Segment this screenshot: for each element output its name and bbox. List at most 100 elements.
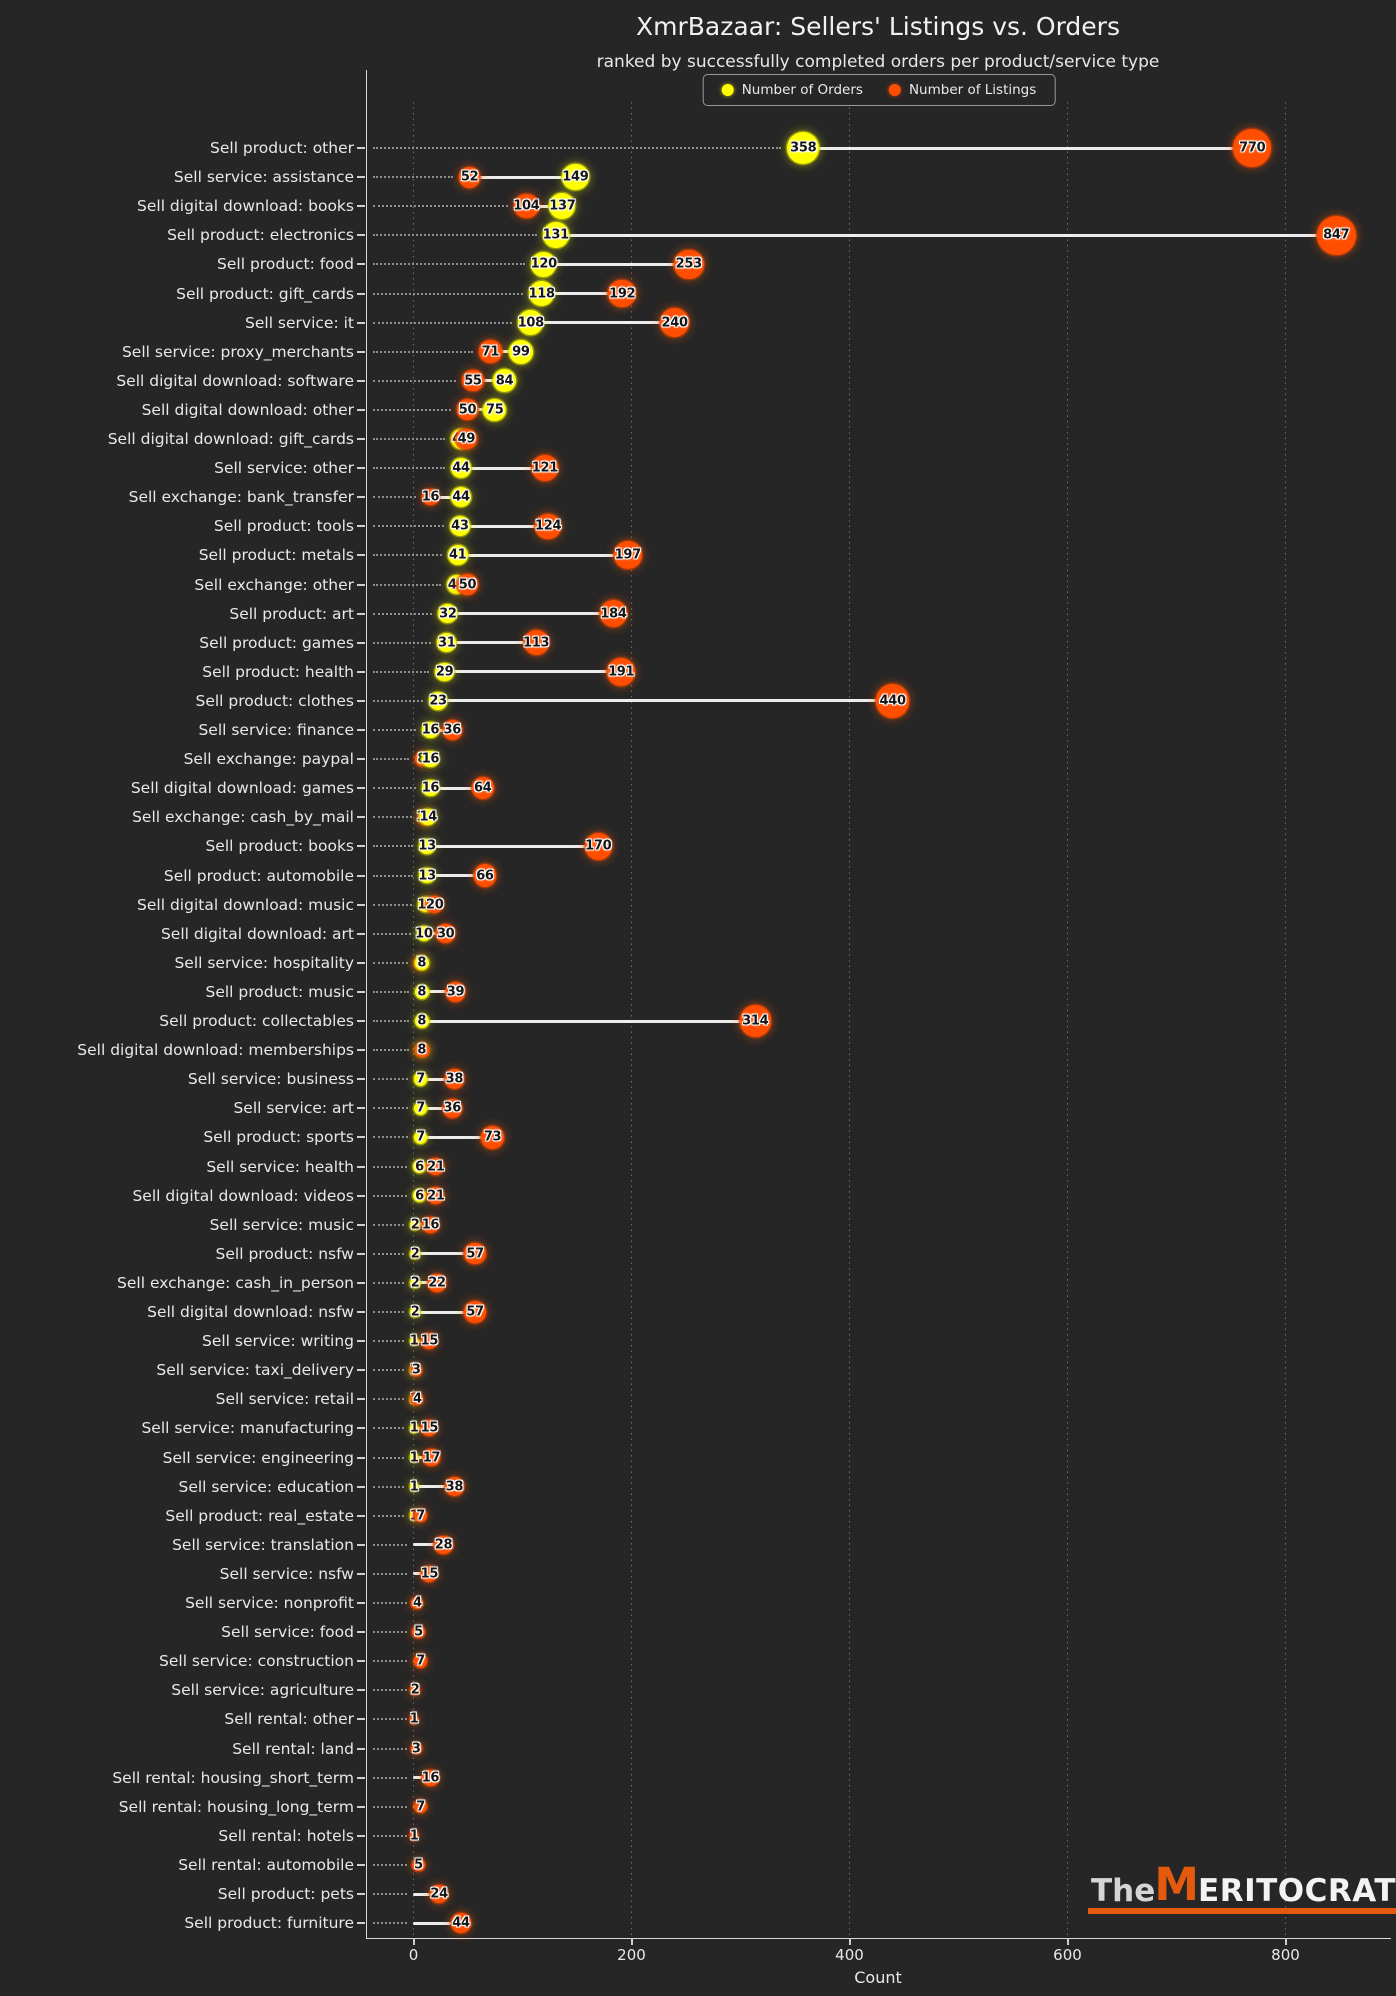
category-label: Sell rental: other [224, 1710, 354, 1729]
y-tick-mark [357, 932, 365, 935]
y-tick-mark [357, 1747, 365, 1750]
listings-dot [473, 864, 496, 887]
leader-dots [373, 438, 445, 440]
y-tick-mark [357, 1805, 365, 1808]
listings-value-label: 52 [460, 169, 479, 185]
connector-line [438, 699, 893, 703]
legend-item-listings: Number of Listings [888, 82, 1036, 98]
connector-line [413, 1892, 440, 1896]
x-gridline [412, 102, 414, 1938]
orders-dot [450, 457, 472, 479]
listings-value-label: 15 [420, 1566, 439, 1582]
category-label: Sell service: taxi_delivery [156, 1361, 354, 1380]
listings-dot [459, 166, 481, 188]
y-tick-mark [357, 1311, 365, 1313]
x-tick-mark [1066, 1938, 1069, 1945]
y-tick-mark [357, 438, 365, 440]
y-tick-mark [357, 1660, 365, 1663]
connector-line [472, 379, 505, 383]
leader-dots [373, 176, 454, 179]
connector-line [447, 612, 614, 616]
orders-value-label: 43 [451, 518, 469, 534]
category-label: Sell digital download: memberships [77, 1041, 354, 1060]
category-label: Sell rental: automobile [178, 1855, 354, 1874]
listings-dot [444, 1069, 465, 1089]
orders-value-label: 14 [419, 809, 438, 825]
orders-value-label: 2 [410, 1246, 420, 1262]
listings-value-label: 21 [427, 1188, 445, 1204]
listings-dot [413, 1508, 428, 1523]
listings-dot [1316, 215, 1356, 255]
orders-value-label: 10 [415, 926, 433, 942]
leader-dots [373, 1922, 407, 1925]
orders-dot [435, 662, 454, 682]
connector-line [430, 495, 461, 499]
leader-dots [373, 816, 412, 819]
leader-dots [373, 1805, 407, 1808]
leader-dots [373, 292, 524, 295]
y-tick-mark [357, 874, 365, 877]
orders-dot [413, 1101, 428, 1116]
leader-dots [373, 990, 409, 993]
orders-dot [413, 1130, 428, 1145]
y-tick-mark [357, 1398, 365, 1401]
connector-line [415, 1281, 437, 1285]
listings-dot [409, 1715, 419, 1724]
category-label: Sell product: electronics [167, 226, 354, 245]
y-tick-mark [357, 379, 365, 382]
orders-value-label: 32 [439, 606, 457, 622]
leader-dots [373, 583, 441, 586]
listings-value-label: 71 [481, 344, 500, 360]
connector-line [430, 786, 483, 790]
orders-value-label: 84 [495, 373, 514, 389]
orders-value-label: 108 [517, 315, 545, 331]
leader-dots [373, 670, 430, 673]
y-tick-mark [357, 1049, 365, 1052]
y-tick-mark [357, 1922, 365, 1925]
category-label: Sell exchange: cash_by_mail [132, 808, 354, 827]
y-tick-mark [357, 1340, 365, 1343]
leader-dots [373, 1747, 407, 1750]
orders-dot [542, 222, 569, 249]
y-tick-mark [357, 845, 365, 848]
orders-value-label: 7 [416, 1100, 425, 1116]
listings-dot [584, 832, 612, 860]
y-tick-mark [357, 758, 365, 761]
y-tick-mark [357, 1543, 365, 1546]
listings-dot [414, 1043, 429, 1058]
orders-dot [409, 1453, 419, 1462]
y-tick-mark [357, 263, 365, 266]
leader-dots [373, 1514, 404, 1517]
listings-value-label: 8 [417, 1042, 427, 1058]
orders-dot [409, 1336, 419, 1346]
orders-dot [562, 163, 589, 191]
listings-value-label: 2 [410, 1682, 420, 1698]
orders-value-label: 118 [528, 286, 555, 301]
y-tick-mark [357, 1165, 365, 1168]
leader-dots [373, 1281, 405, 1284]
category-label: Sell service: agriculture [171, 1681, 354, 1700]
listings-value-label: 24 [430, 1886, 448, 1902]
connector-line [420, 1106, 453, 1110]
connector-line [413, 1543, 444, 1547]
category-label: Sell digital download: software [116, 371, 354, 390]
legend-orders-label: Number of Orders [741, 82, 863, 98]
leader-dots [373, 1834, 407, 1837]
y-tick-mark [357, 1776, 365, 1779]
orders-value-label: 8 [417, 955, 427, 971]
y-tick-mark [357, 1136, 365, 1139]
orders-dot [422, 721, 439, 739]
listings-value-label: 3 [411, 1741, 421, 1756]
orders-dot [409, 1424, 419, 1433]
listings-value-label: 21 [427, 1159, 445, 1174]
orders-value-label: 16 [421, 751, 440, 767]
orders-dot [422, 780, 439, 797]
leader-dots [373, 932, 411, 935]
listings-dot [607, 657, 636, 686]
category-label: Sell product: books [205, 837, 354, 856]
x-tick-mark [412, 1938, 415, 1945]
listings-dot [875, 684, 910, 718]
listings-dot [456, 428, 477, 450]
orders-dot [529, 280, 555, 307]
category-label: Sell service: art [233, 1099, 354, 1118]
